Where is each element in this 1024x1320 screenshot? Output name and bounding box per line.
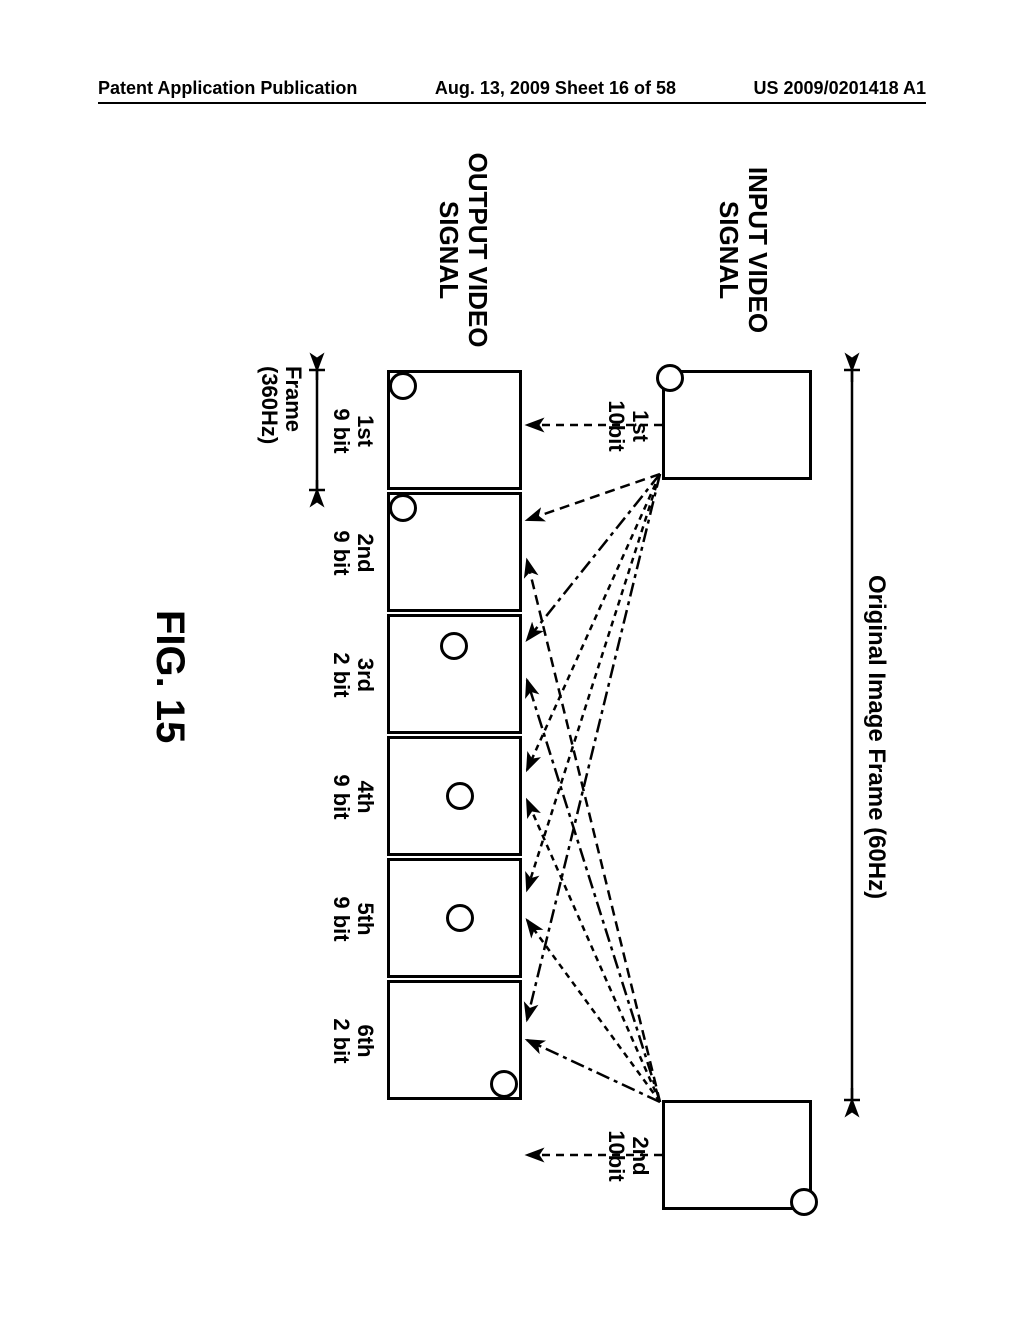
header-center: Aug. 13, 2009 Sheet 16 of 58 [435, 78, 676, 99]
output-bit-label-1: 1st9 bit [329, 376, 377, 486]
original-frame-label: Original Image Frame (60Hz) [862, 575, 890, 899]
output-frame-circle-2 [389, 494, 417, 522]
input-frame-box-1 [662, 370, 812, 480]
figure-container: Original Image Frame (60Hz) INPUT VIDEOSI… [0, 140, 1024, 1240]
output-bit-label-2: 2nd9 bit [329, 498, 377, 608]
input-video-label: INPUT VIDEOSIGNAL [715, 150, 772, 350]
output-frame-circle-6 [490, 1070, 518, 1098]
frame-360hz-label: Frame(360Hz) [257, 366, 305, 496]
input-bit-label-1: 1st10bit [604, 376, 652, 476]
output-bit-label-6: 6th2 bit [329, 986, 377, 1096]
header-right: US 2009/0201418 A1 [754, 78, 926, 99]
output-bit-label-3: 3rd2 bit [329, 620, 377, 730]
input-frame-circle-1 [656, 364, 684, 392]
output-bit-label-4: 4th9 bit [329, 742, 377, 852]
header-left: Patent Application Publication [98, 78, 357, 99]
figure-number: FIG. 15 [147, 610, 192, 743]
input-frame-box-2 [662, 1100, 812, 1210]
output-frame-circle-1 [389, 372, 417, 400]
input-frame-circle-2 [790, 1188, 818, 1216]
output-bit-label-5: 5th9 bit [329, 864, 377, 974]
output-video-label: OUTPUT VIDEOSIGNAL [435, 150, 492, 350]
page-header: Patent Application Publication Aug. 13, … [0, 78, 1024, 99]
diagram-rotated: Original Image Frame (60Hz) INPUT VIDEOSI… [112, 140, 912, 1240]
header-rule [98, 102, 926, 104]
input-bit-label-2: 2nd10bit [604, 1106, 652, 1206]
